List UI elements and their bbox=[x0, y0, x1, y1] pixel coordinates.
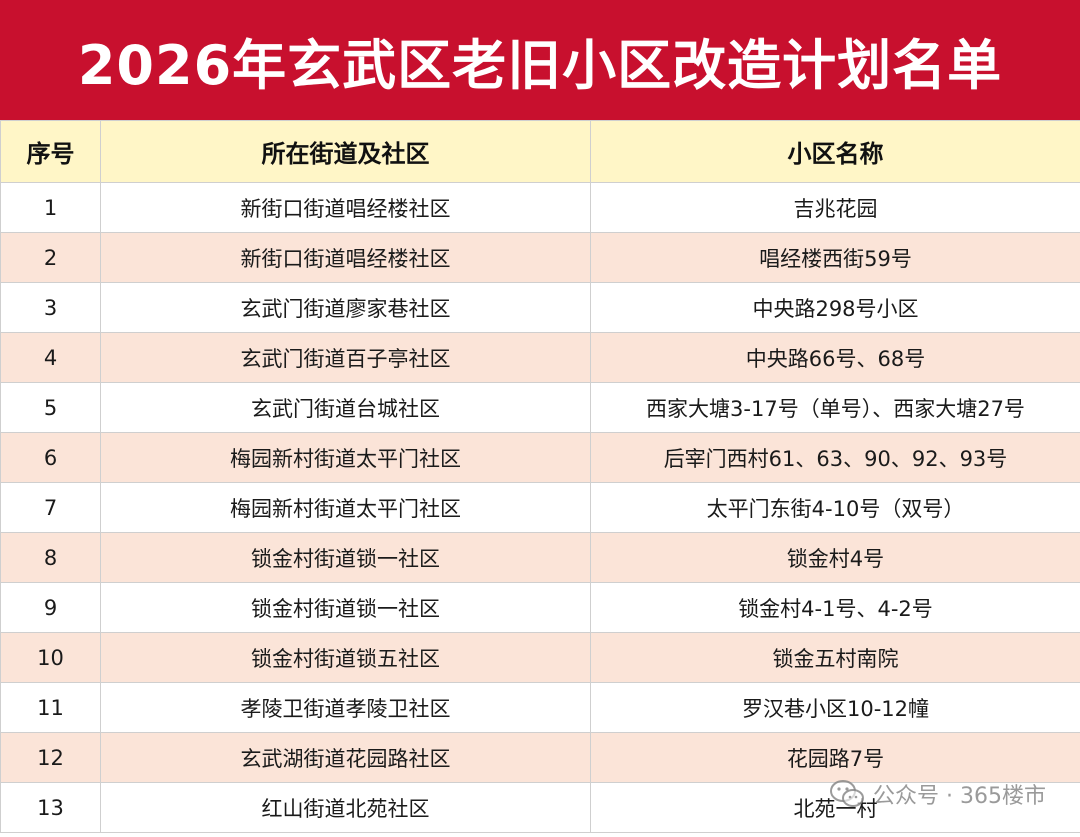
table-row: 1 新街口街道唱经楼社区 吉兆花园 bbox=[0, 182, 1080, 233]
page-title: 2026年玄武区老旧小区改造计划名单 bbox=[77, 33, 1003, 97]
cell-name: 中央路298号小区 bbox=[590, 282, 1080, 333]
cell-name: 罗汉巷小区10-12幢 bbox=[590, 682, 1080, 733]
cell-seq: 13 bbox=[0, 782, 101, 833]
table-row: 3 玄武门街道廖家巷社区 中央路298号小区 bbox=[0, 282, 1080, 333]
cell-name: 吉兆花园 bbox=[590, 182, 1080, 233]
cell-street: 梅园新村街道太平门社区 bbox=[100, 432, 591, 483]
table-row: 4 玄武门街道百子亭社区 中央路66号、68号 bbox=[0, 332, 1080, 383]
cell-street: 新街口街道唱经楼社区 bbox=[100, 182, 591, 233]
cell-name: 锁金五村南院 bbox=[590, 632, 1080, 683]
cell-street: 玄武湖街道花园路社区 bbox=[100, 732, 591, 783]
cell-name: 后宰门西村61、63、90、92、93号 bbox=[590, 432, 1080, 483]
cell-street: 玄武门街道台城社区 bbox=[100, 382, 591, 433]
renovation-table: 序号 所在街道及社区 小区名称 1 新街口街道唱经楼社区 吉兆花园 2 新街口街… bbox=[0, 120, 1080, 833]
table-row: 2 新街口街道唱经楼社区 唱经楼西街59号 bbox=[0, 232, 1080, 283]
table-row: 5 玄武门街道台城社区 西家大塘3-17号（单号）、西家大塘27号 bbox=[0, 382, 1080, 433]
cell-street: 锁金村街道锁五社区 bbox=[100, 632, 591, 683]
title-banner: 2026年玄武区老旧小区改造计划名单 bbox=[0, 0, 1080, 120]
table-row: 12 玄武湖街道花园路社区 花园路7号 bbox=[0, 732, 1080, 783]
cell-seq: 4 bbox=[0, 332, 101, 383]
cell-name: 中央路66号、68号 bbox=[590, 332, 1080, 383]
table-row: 7 梅园新村街道太平门社区 太平门东街4-10号（双号） bbox=[0, 482, 1080, 533]
cell-seq: 8 bbox=[0, 532, 101, 583]
table-row: 9 锁金村街道锁一社区 锁金村4-1号、4-2号 bbox=[0, 582, 1080, 633]
cell-seq: 10 bbox=[0, 632, 101, 683]
wechat-icon bbox=[830, 780, 865, 807]
cell-name: 锁金村4号 bbox=[590, 532, 1080, 583]
watermark-text: 公众号 · 365楼市 bbox=[873, 784, 1046, 809]
cell-seq: 1 bbox=[0, 182, 101, 233]
table-row: 10 锁金村街道锁五社区 锁金五村南院 bbox=[0, 632, 1080, 683]
cell-seq: 5 bbox=[0, 382, 101, 433]
cell-name: 太平门东街4-10号（双号） bbox=[590, 482, 1080, 533]
header-name: 小区名称 bbox=[590, 120, 1080, 183]
cell-street: 锁金村街道锁一社区 bbox=[100, 582, 591, 633]
cell-name: 西家大塘3-17号（单号）、西家大塘27号 bbox=[590, 382, 1080, 433]
table-header-row: 序号 所在街道及社区 小区名称 bbox=[0, 120, 1080, 183]
header-seq: 序号 bbox=[0, 120, 101, 183]
table-row: 6 梅园新村街道太平门社区 后宰门西村61、63、90、92、93号 bbox=[0, 432, 1080, 483]
table-row: 11 孝陵卫街道孝陵卫社区 罗汉巷小区10-12幢 bbox=[0, 682, 1080, 733]
cell-seq: 11 bbox=[0, 682, 101, 733]
cell-street: 玄武门街道廖家巷社区 bbox=[100, 282, 591, 333]
cell-street: 梅园新村街道太平门社区 bbox=[100, 482, 591, 533]
cell-street: 锁金村街道锁一社区 bbox=[100, 532, 591, 583]
header-street: 所在街道及社区 bbox=[100, 120, 591, 183]
cell-name: 锁金村4-1号、4-2号 bbox=[590, 582, 1080, 633]
cell-seq: 3 bbox=[0, 282, 101, 333]
cell-seq: 9 bbox=[0, 582, 101, 633]
table-row: 13 红山街道北苑社区 北苑一村 bbox=[0, 782, 1080, 833]
cell-street: 玄武门街道百子亭社区 bbox=[100, 332, 591, 383]
cell-name: 唱经楼西街59号 bbox=[590, 232, 1080, 283]
cell-street: 孝陵卫街道孝陵卫社区 bbox=[100, 682, 591, 733]
table-row: 8 锁金村街道锁一社区 锁金村4号 bbox=[0, 532, 1080, 583]
cell-name: 北苑一村 bbox=[590, 782, 1080, 833]
cell-street: 红山街道北苑社区 bbox=[100, 782, 591, 833]
cell-seq: 6 bbox=[0, 432, 101, 483]
watermark: 公众号 · 365楼市 bbox=[829, 778, 1046, 810]
cell-seq: 12 bbox=[0, 732, 101, 783]
cell-name: 花园路7号 bbox=[590, 732, 1080, 783]
cell-seq: 7 bbox=[0, 482, 101, 533]
cell-seq: 2 bbox=[0, 232, 101, 283]
cell-street: 新街口街道唱经楼社区 bbox=[100, 232, 591, 283]
